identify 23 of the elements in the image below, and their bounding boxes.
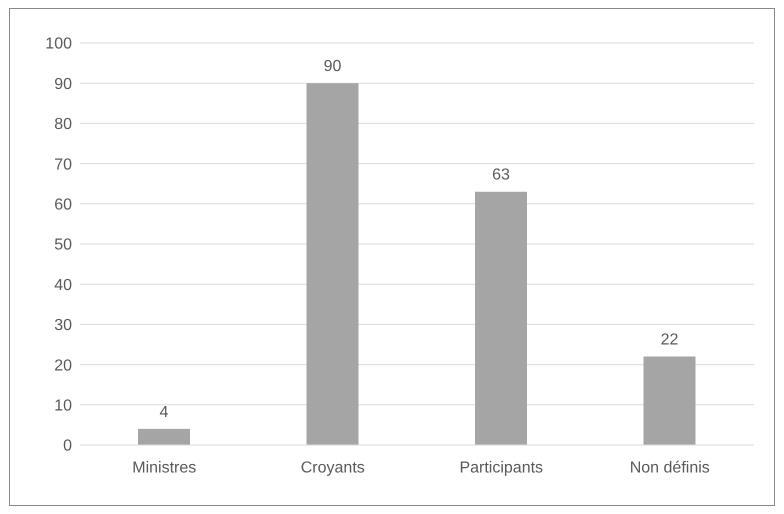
y-tick-label: 60 (54, 196, 72, 214)
data-label: 22 (660, 332, 678, 349)
x-tick-label: Non définis (630, 459, 710, 476)
y-tick-label: 50 (54, 236, 72, 254)
data-label: 4 (160, 404, 169, 421)
bar (644, 356, 696, 445)
y-tick-label: 10 (54, 397, 72, 414)
y-tick-label: 100 (45, 36, 72, 53)
x-tick-label: Croyants (300, 459, 365, 476)
x-tick-label: Ministres (132, 459, 196, 476)
bar (475, 192, 527, 445)
y-tick-label: 20 (54, 357, 72, 374)
y-tick-label: 40 (54, 276, 72, 294)
bar (138, 428, 190, 445)
data-label: 90 (324, 58, 342, 76)
bar (306, 83, 358, 445)
x-tick-label: Participants (459, 459, 544, 476)
data-label: 63 (492, 166, 510, 184)
y-tick-label: 80 (54, 116, 72, 134)
y-tick-label: 0 (63, 438, 72, 455)
y-tick-label: 90 (54, 76, 72, 93)
y-tick-label: 70 (54, 156, 72, 174)
y-tick-label: 30 (54, 317, 72, 334)
